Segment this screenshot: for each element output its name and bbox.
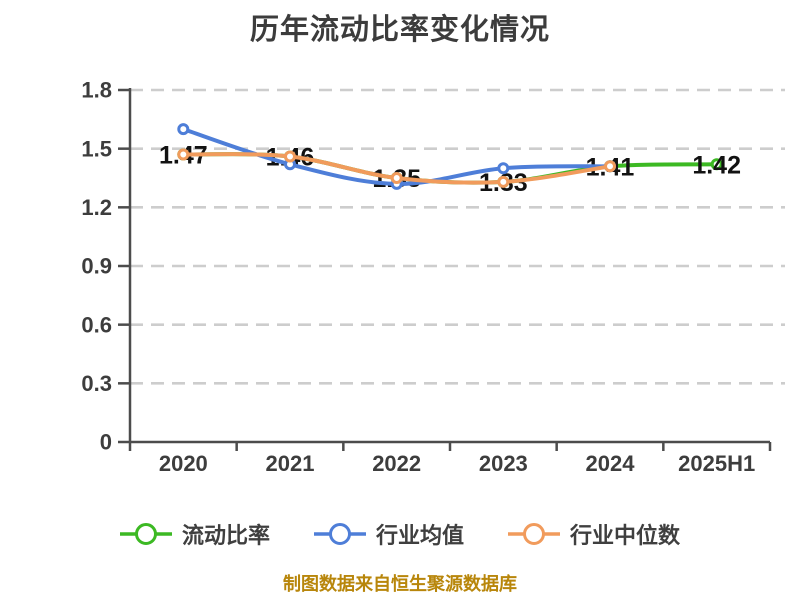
legend-marker-icon	[119, 523, 172, 545]
x-tick-label: 2024	[586, 451, 636, 476]
x-tick-label: 2025H1	[678, 451, 755, 476]
y-tick-label: 0.9	[81, 254, 112, 279]
x-tick-label: 2023	[479, 451, 528, 476]
legend-marker-icon	[313, 523, 366, 545]
data-point	[497, 175, 510, 188]
x-tick-label: 2021	[266, 451, 315, 476]
y-tick-label: 0	[100, 430, 112, 455]
line-chart: 0 0.3 0.6 0.9 1.2 1.5 1.8 2020 2021 2022 2023 2024 2…	[81, 78, 785, 476]
y-tick-label: 1.2	[81, 195, 112, 220]
data-point	[710, 158, 723, 171]
x-tick-label: 2020	[159, 451, 208, 476]
data-point	[177, 123, 190, 136]
data-point	[284, 150, 296, 163]
legend-label: 行业均值	[375, 523, 464, 548]
data-point	[497, 162, 510, 175]
legend-item-2[interactable]: 行业中位数	[508, 518, 680, 550]
data-label: 1.42	[692, 151, 741, 179]
y-tick-label: 1.8	[81, 78, 112, 103]
chart-title: 历年流动比率变化情况	[249, 14, 550, 46]
y-tick-label: 1.5	[81, 136, 112, 161]
legend-marker-icon	[508, 523, 560, 545]
y-tick-label: 0.3	[81, 371, 112, 396]
data-point	[390, 172, 403, 184]
legend: 流动比率 行业均值 行业中位数	[0, 516, 800, 552]
legend-item-0[interactable]: 流动比率	[119, 518, 270, 550]
x-tick-label: 2022	[372, 451, 421, 476]
legend-label: 行业中位数	[570, 523, 681, 548]
y-tick-label: 0.6	[81, 312, 112, 337]
legend-item-1[interactable]: 行业均值	[313, 518, 464, 550]
data-point	[177, 148, 190, 161]
legend-label: 流动比率	[181, 523, 270, 548]
data-point	[604, 160, 616, 173]
footer-note: 制图数据来自恒生聚源数据库	[283, 574, 517, 594]
